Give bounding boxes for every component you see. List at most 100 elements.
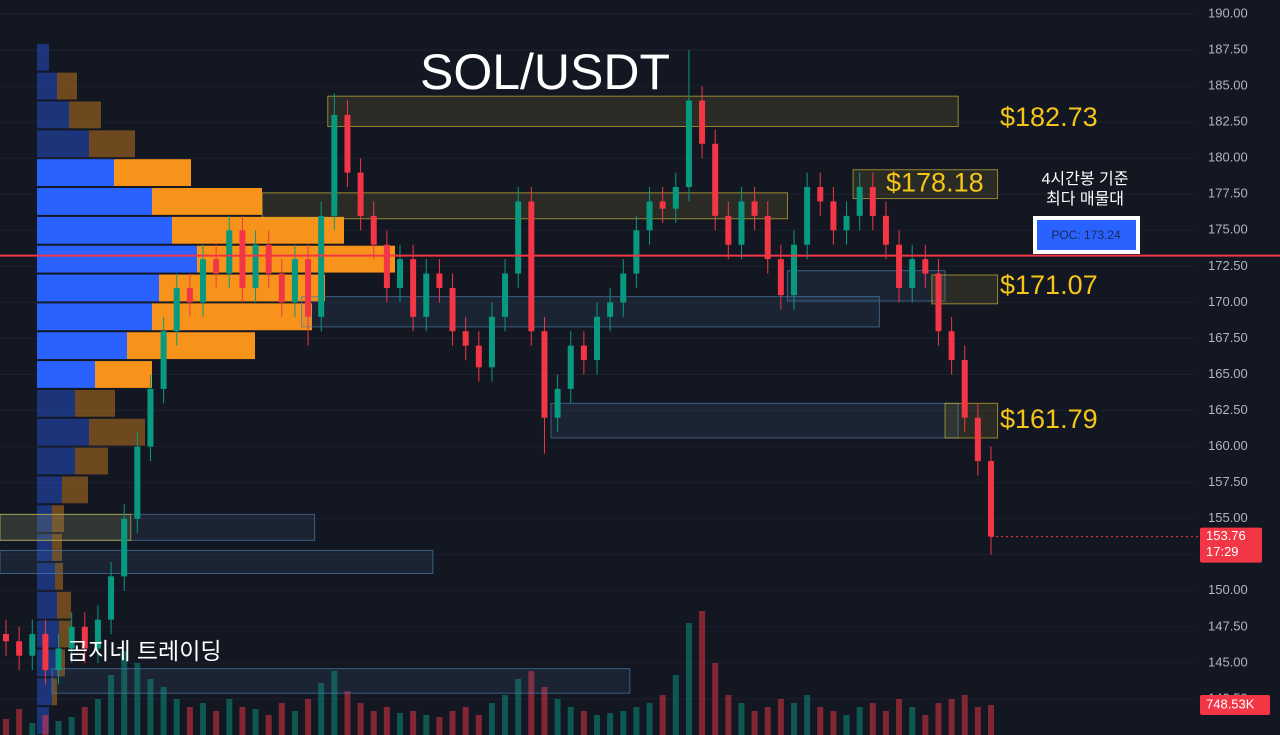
volume-bar: [633, 707, 640, 735]
y-tick-label: 182.50: [1208, 114, 1248, 129]
volume-bar: [68, 717, 75, 735]
volume-bar: [725, 695, 732, 735]
volume-bar: [239, 707, 246, 735]
volume-bar: [869, 703, 876, 735]
candle-body: [213, 259, 220, 274]
volume-bar: [423, 715, 430, 735]
volume-bar: [685, 623, 692, 735]
volume-bar: [200, 703, 206, 735]
volume-bar: [961, 695, 968, 735]
y-tick-label: 165.00: [1208, 366, 1248, 381]
profile-buy: [37, 159, 114, 187]
volume-bar: [646, 703, 653, 735]
volume-bar: [357, 703, 364, 735]
profile-sell: [55, 562, 63, 590]
volume-bar: [134, 663, 141, 735]
profile-sell: [75, 389, 115, 417]
profile-buy: [37, 678, 52, 706]
y-tick-label: 185.00: [1208, 78, 1248, 93]
candle-body: [370, 215, 377, 245]
volume-bar: [567, 707, 574, 735]
volume-bar: [55, 721, 62, 735]
candle-body: [712, 143, 719, 216]
zone: [261, 192, 788, 220]
volume-bar: [291, 711, 298, 735]
volume-bar: [672, 675, 679, 735]
y-tick-label: 160.00: [1208, 438, 1248, 453]
candle-body: [121, 518, 128, 577]
profile-sell: [59, 620, 71, 648]
zone: [852, 169, 999, 200]
candle-body: [607, 302, 614, 317]
candle-body: [777, 259, 784, 296]
candle-body: [961, 360, 968, 418]
profile-buy: [37, 274, 159, 302]
annotation: 최다 매물대: [1046, 190, 1124, 208]
candle-body: [948, 331, 955, 361]
candle-body: [804, 187, 811, 245]
volume-profile: [37, 43, 395, 734]
volume-bar: [16, 709, 23, 735]
volume-label-box: [1200, 695, 1270, 716]
profile-buy: [37, 389, 75, 417]
volume-bar: [186, 707, 193, 735]
candle-body: [423, 273, 430, 317]
overlay: POC: 173.24: [0, 216, 1280, 538]
volume-bar: [580, 711, 587, 735]
volume-bar: [882, 711, 889, 735]
price-label: $171.07: [1000, 270, 1098, 300]
profile-sell: [57, 591, 71, 619]
y-tick-label: 170.00: [1208, 294, 1248, 309]
candle-body: [357, 172, 364, 216]
candle-body: [252, 244, 259, 288]
candle-body: [147, 388, 154, 447]
profile-buy: [37, 188, 152, 215]
candle-body: [488, 316, 495, 368]
volume-bar: [528, 671, 535, 735]
price-label: $178.18: [886, 168, 984, 198]
y-tick-label: 167.50: [1208, 330, 1248, 345]
volume-bar: [896, 699, 903, 735]
volume-bar: [620, 711, 627, 735]
candle-body: [68, 626, 75, 649]
y-tick-label: 157.50: [1208, 474, 1248, 489]
volume-bar: [974, 707, 981, 735]
candle-body: [265, 244, 272, 274]
volume-bar: [305, 699, 312, 735]
candle-body: [672, 187, 679, 209]
candle-body: [410, 259, 417, 317]
y-tick-label: 162.50: [1208, 402, 1248, 417]
candle-body: [922, 259, 929, 274]
volume-bar: [817, 707, 824, 735]
candle-body: [594, 316, 600, 361]
countdown-label: 17:29: [1206, 544, 1239, 559]
profile-buy: [37, 332, 127, 360]
candle-body: [659, 201, 666, 209]
profile-buy: [37, 216, 172, 244]
candle-body: [541, 331, 548, 418]
volume-bar: [830, 711, 837, 735]
watermark: 곰지네 트레이딩: [67, 638, 222, 664]
volume-bar: [318, 683, 325, 735]
profile-sell: [114, 159, 191, 187]
chart-title: SOL/USDT: [420, 44, 670, 100]
volume-bar: [594, 715, 600, 735]
y-tick-label: 190.00: [1208, 5, 1248, 20]
candle-body: [475, 345, 482, 368]
candle-body: [896, 244, 903, 288]
candle-body: [620, 273, 627, 303]
volume-bar: [502, 695, 509, 735]
volume-bar: [278, 703, 285, 735]
candle-body: [751, 201, 758, 216]
candle-body: [16, 641, 23, 656]
candle-body: [699, 100, 706, 144]
candle-body: [397, 259, 403, 288]
volume-bar: [81, 707, 88, 735]
volume-bar: [331, 671, 338, 735]
candle-body: [738, 201, 745, 245]
volume-bar: [94, 699, 101, 735]
candle-body: [646, 201, 653, 231]
volume-bar: [804, 695, 811, 735]
profile-buy: [37, 591, 57, 619]
volume-bar: [935, 703, 942, 735]
